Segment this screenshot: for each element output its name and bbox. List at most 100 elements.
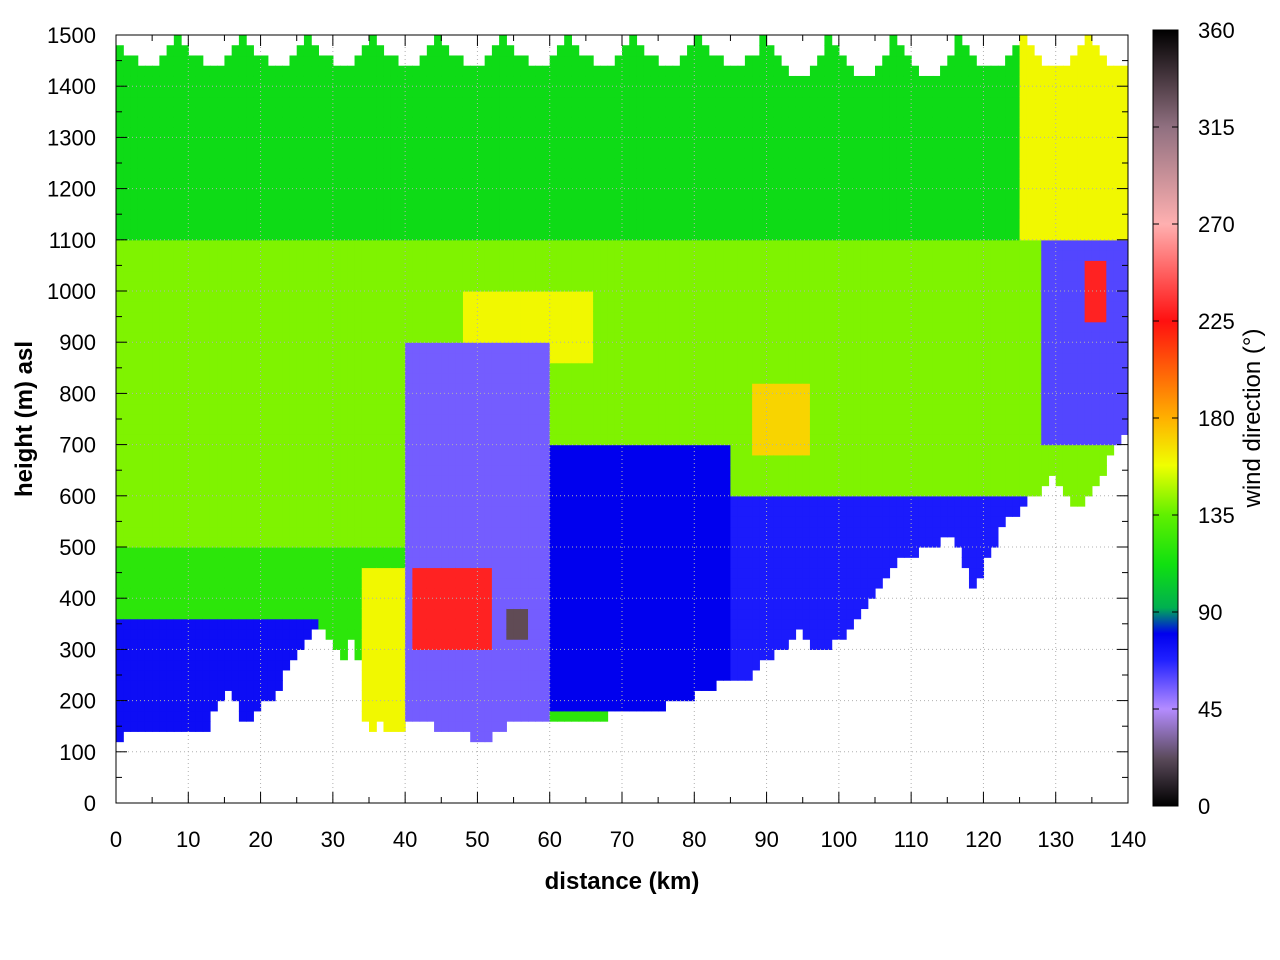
field-cell: [376, 301, 385, 313]
field-cell: [260, 547, 269, 558]
field-cell: [462, 649, 471, 661]
field-cell: [340, 434, 348, 446]
field-cell: [311, 567, 319, 579]
field-cell: [137, 700, 146, 712]
field-cell: [130, 547, 139, 558]
field-cell: [600, 106, 609, 118]
field-cell: [412, 485, 421, 497]
field-cell: [484, 372, 493, 384]
field-cell: [650, 659, 659, 671]
field-cell: [188, 280, 197, 292]
field-cell: [238, 116, 247, 128]
field-cell: [123, 506, 132, 517]
field-cell: [578, 516, 587, 528]
field-cell: [282, 291, 291, 302]
field-cell: [267, 424, 276, 435]
field-cell: [535, 352, 544, 364]
field-cell: [499, 75, 507, 87]
field-cell: [672, 168, 681, 179]
field-cell: [499, 639, 507, 650]
field-cell: [578, 250, 587, 261]
field-cell: [434, 311, 442, 323]
field-cell: [340, 547, 348, 558]
field-cell: [202, 352, 211, 364]
field-cell: [434, 454, 442, 466]
field-cell: [426, 495, 435, 507]
field-cell: [202, 557, 211, 569]
field-cell: [556, 342, 565, 354]
field-cell: [419, 147, 428, 159]
field-cell: [665, 383, 674, 394]
field-cell: [593, 598, 601, 610]
field-cell: [426, 321, 435, 333]
field-cell: [665, 239, 674, 251]
field-cell: [383, 475, 392, 487]
field-cell: [188, 239, 197, 251]
field-cell: [347, 75, 356, 87]
field-cell: [275, 413, 283, 425]
field-cell: [246, 250, 254, 261]
field-cell: [665, 506, 674, 517]
field-cell: [311, 434, 319, 446]
field-cell: [209, 127, 218, 138]
field-cell: [383, 587, 392, 599]
field-cell: [434, 188, 442, 200]
field-cell: [470, 639, 479, 650]
field-cell: [672, 454, 681, 466]
field-cell: [571, 45, 580, 57]
field-cell: [585, 157, 594, 169]
field-cell: [347, 157, 356, 169]
field-cell: [231, 506, 240, 517]
field-cell: [318, 178, 327, 190]
field-cell: [166, 659, 175, 671]
field-cell: [318, 188, 327, 200]
field-cell: [217, 178, 226, 190]
field-cell: [123, 178, 132, 190]
field-cell: [542, 157, 551, 169]
field-cell: [137, 434, 146, 446]
field-cell: [217, 659, 226, 671]
field-cell: [159, 372, 168, 384]
field-cell: [397, 178, 406, 190]
field-cell: [397, 475, 406, 487]
field-cell: [593, 168, 601, 179]
field-cell: [448, 383, 457, 394]
field-cell: [629, 659, 638, 671]
field-cell: [116, 291, 124, 302]
field-cell: [152, 147, 160, 159]
field-cell: [462, 608, 471, 620]
field-cell: [564, 352, 572, 364]
field-cell: [303, 219, 312, 231]
field-cell: [144, 362, 153, 374]
field-cell: [650, 680, 659, 691]
field-cell: [636, 352, 645, 364]
field-cell: [448, 639, 457, 650]
field-cell: [181, 700, 189, 712]
field-cell: [325, 424, 334, 435]
field-cell: [209, 219, 218, 231]
field-cell: [665, 516, 674, 528]
field-cell: [289, 506, 298, 517]
field-cell: [246, 301, 254, 313]
field-cell: [383, 424, 392, 435]
field-cell: [397, 536, 406, 548]
field-cell: [455, 116, 464, 128]
field-cell: [397, 137, 406, 149]
field-cell: [600, 96, 609, 108]
field-cell: [520, 188, 529, 200]
field-cell: [332, 198, 341, 210]
field-cell: [513, 393, 522, 405]
field-cell: [535, 587, 544, 599]
field-cell: [123, 598, 132, 610]
field-cell: [426, 424, 435, 435]
field-cell: [282, 587, 291, 599]
field-cell: [672, 157, 681, 169]
field-cell: [434, 700, 442, 712]
field-cell: [209, 536, 218, 548]
field-cell: [209, 229, 218, 241]
field-cell: [629, 198, 638, 210]
field-cell: [253, 690, 262, 702]
field-cell: [181, 127, 189, 138]
field-cell: [159, 526, 168, 538]
field-cell: [137, 311, 146, 323]
